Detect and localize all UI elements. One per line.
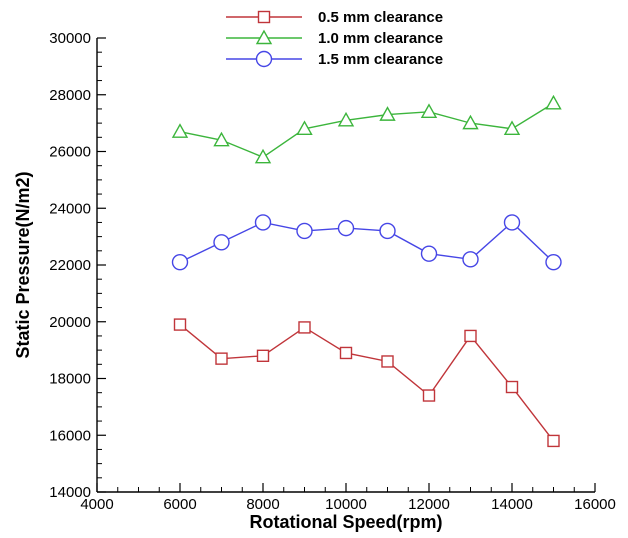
data-point: [339, 346, 353, 360]
legend-label: 1.5 mm clearance: [318, 51, 443, 68]
data-point: [503, 120, 521, 136]
data-point: [213, 234, 230, 251]
series-circle: [171, 214, 562, 271]
legend: 0.5 mm clearance 1.0 mm clearance 1.5 mm c…: [226, 9, 443, 68]
series-square: [173, 318, 560, 448]
data-point: [462, 114, 479, 130]
data-point: [171, 123, 189, 138]
data-point: [464, 329, 477, 343]
legend-marker: [257, 10, 271, 24]
legend-label: 0.5 mm clearance: [318, 9, 443, 26]
x-tick-label: 6000: [163, 496, 196, 513]
axes: 4000 6000 8000 10000 12000 14000 16000 14000 160…: [49, 30, 616, 513]
legend-entry: 1.5 mm clearance: [226, 50, 443, 68]
legend-marker: [255, 29, 273, 45]
x-tick-label: 10000: [325, 496, 367, 513]
y-tick-label: 20000: [49, 314, 91, 331]
x-tick-label: 14000: [491, 496, 533, 513]
data-point: [337, 219, 355, 237]
y-tick-label: 22000: [49, 257, 91, 274]
data-point: [296, 120, 313, 136]
x-tick-label: 8000: [246, 496, 279, 513]
data-point: [420, 103, 438, 118]
data-point: [296, 222, 313, 240]
data-point: [254, 148, 272, 164]
data-point: [462, 251, 479, 268]
data-point: [545, 253, 562, 271]
data-point: [422, 389, 436, 402]
data-point: [381, 355, 394, 368]
data-point: [503, 214, 521, 231]
legend-marker: [255, 50, 273, 68]
x-tick-label: 4000: [80, 496, 113, 513]
data-point: [254, 214, 272, 231]
y-tick-label: 18000: [49, 371, 91, 388]
data-point: [505, 380, 519, 394]
legend-label: 1.0 mm clearance: [318, 30, 443, 47]
y-tick-label: 26000: [49, 144, 91, 161]
series-line: [179, 221, 554, 263]
series-layer: [171, 94, 562, 448]
legend-entry: 1.0 mm clearance: [226, 29, 443, 47]
data-point: [213, 131, 230, 147]
data-point: [171, 253, 189, 271]
data-point: [173, 318, 187, 331]
series-triangle: [171, 94, 562, 164]
data-point: [337, 111, 355, 127]
y-tick-label: 16000: [49, 427, 91, 444]
y-tick-label: 28000: [49, 87, 91, 104]
data-point: [379, 222, 396, 240]
y-tick-label: 30000: [49, 30, 91, 47]
y-tick-label: 24000: [49, 200, 91, 217]
series-line: [179, 324, 555, 442]
data-point: [215, 352, 228, 365]
y-tick-label: 14000: [49, 484, 91, 501]
data-point: [547, 434, 560, 448]
data-point: [379, 106, 396, 121]
data-point: [420, 245, 438, 262]
legend-entry: 0.5 mm clearance: [226, 9, 443, 26]
data-point: [256, 349, 270, 362]
x-axis-title: Rotational Speed(rpm): [249, 512, 442, 532]
y-axis-title: Static Pressure(N/m2): [13, 171, 33, 358]
data-point: [298, 321, 311, 334]
x-tick-label: 12000: [408, 496, 450, 513]
data-point: [545, 94, 562, 110]
x-tick-label: 16000: [574, 496, 616, 513]
series-line: [179, 102, 554, 158]
